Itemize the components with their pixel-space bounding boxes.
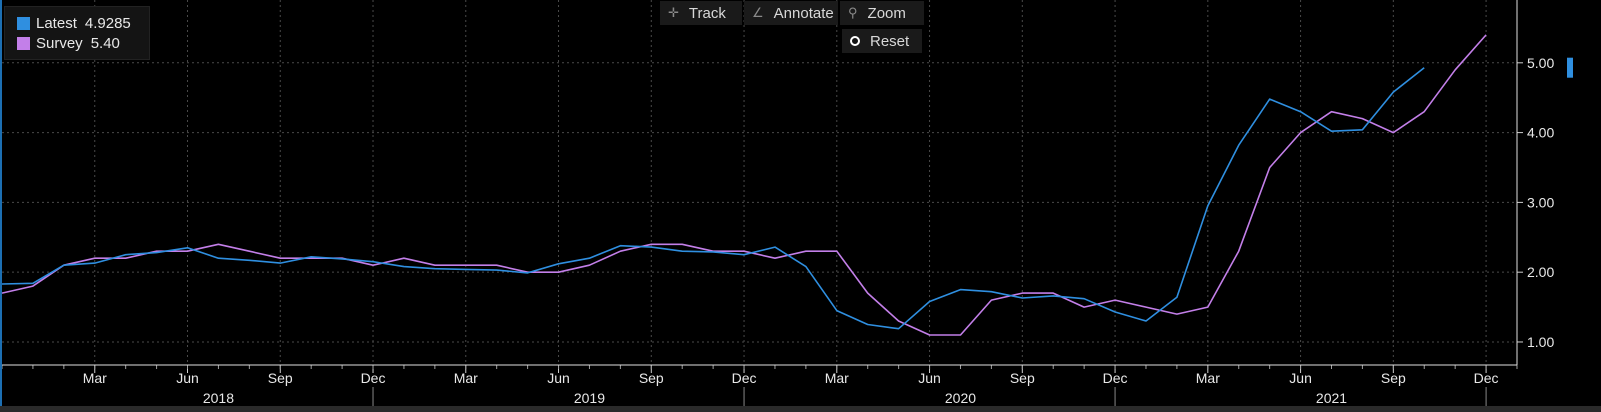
year-label: 2018	[203, 390, 234, 406]
x-tick-label: Mar	[825, 370, 849, 386]
latest-value-marker	[1567, 57, 1573, 78]
x-tick-label: Dec	[1474, 370, 1499, 386]
y-tick-label: 5.00	[1527, 55, 1554, 71]
legend-swatch-latest	[17, 16, 30, 30]
legend-label-survey: Survey	[36, 34, 83, 52]
x-tick-label: Dec	[361, 370, 386, 386]
year-label: 2021	[1316, 390, 1347, 406]
reset-button[interactable]: Reset	[842, 29, 922, 53]
legend-item-survey[interactable]: Survey 5.40	[17, 33, 120, 53]
x-tick-label: Mar	[1196, 370, 1220, 386]
y-tick-label: 3.00	[1527, 194, 1554, 210]
annotate-label: Annotate	[773, 4, 834, 22]
magnifier-icon: ⚲	[848, 5, 858, 20]
track-label: Track	[688, 4, 726, 22]
legend-value-survey: 5.40	[90, 34, 120, 52]
annotate-button[interactable]: ∠ Annotate	[744, 1, 838, 25]
pencil-icon: ∠	[752, 5, 764, 20]
legend-swatch-survey	[17, 36, 30, 50]
x-tick-label: Dec	[1103, 370, 1128, 386]
x-tick-label: Sep	[268, 370, 293, 386]
legend-value-latest: 4.9285	[84, 14, 131, 32]
x-tick-label: Jun	[547, 370, 570, 386]
x-tick-label: Jun	[176, 370, 199, 386]
reset-label: Reset	[870, 32, 910, 50]
x-tick-label: Jun	[918, 370, 941, 386]
y-tick-label: 4.00	[1527, 125, 1554, 141]
zoom-button[interactable]: ⚲ Zoom	[840, 1, 924, 25]
x-tick-label: Mar	[83, 370, 107, 386]
x-tick-label: Dec	[732, 370, 757, 386]
y-tick-label: 2.00	[1527, 264, 1554, 280]
zoom-label: Zoom	[867, 4, 906, 22]
x-tick-label: Sep	[1381, 370, 1406, 386]
chart-legend: Latest 4.9285 Survey 5.40	[4, 6, 150, 60]
series-line-latest[interactable]	[1, 67, 1425, 330]
series-line-survey[interactable]	[1, 34, 1487, 336]
x-tick-label: Jun	[1289, 370, 1312, 386]
x-tick-label: Sep	[639, 370, 664, 386]
x-tick-label: Sep	[1010, 370, 1035, 386]
year-label: 2020	[945, 390, 976, 406]
legend-label-latest: Latest	[36, 14, 77, 32]
crosshair-icon: ✛	[668, 5, 679, 20]
bottom-scroll-strip	[0, 406, 1601, 412]
y-tick-label: 1.00	[1527, 334, 1554, 350]
x-tick-label: Mar	[454, 370, 478, 386]
legend-item-latest[interactable]: Latest 4.9285	[17, 13, 131, 33]
year-label: 2019	[574, 390, 605, 406]
track-button[interactable]: ✛ Track	[660, 1, 742, 25]
reset-icon	[850, 36, 860, 46]
